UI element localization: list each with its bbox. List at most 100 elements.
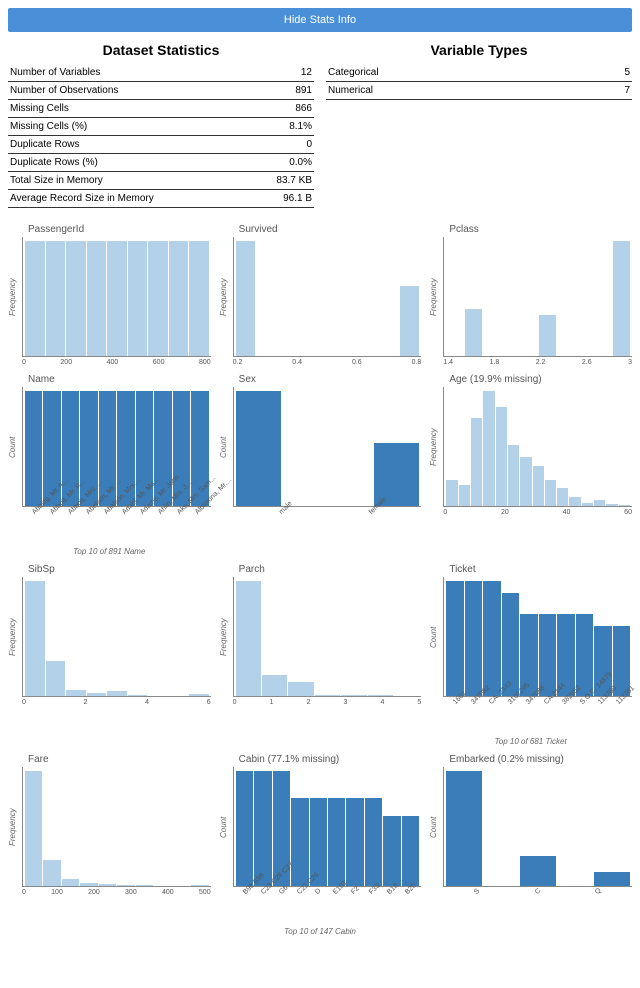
chart-xaxis: 0.20.40.60.8 — [219, 359, 422, 366]
chart-bar — [483, 391, 494, 506]
xtick-label: 6 — [207, 699, 211, 706]
chart-bar — [315, 695, 340, 696]
chart-plot — [443, 237, 632, 357]
chart-ylabel: Frequency — [219, 237, 233, 357]
chart-bar — [107, 241, 127, 356]
chart-cell: PclassFrequency1.41.82.22.63 — [429, 224, 632, 366]
xtick-label: Albimona, Mr.... — [194, 511, 221, 538]
xtick-label: 100 — [51, 889, 63, 896]
chart-bar — [128, 241, 148, 356]
chart-bar — [613, 241, 630, 356]
chart-caption: Top 10 of 147 Cabin — [219, 927, 422, 936]
stat-value: 83.7 KB — [249, 172, 314, 190]
xtick-label: 600 — [153, 359, 165, 366]
chart-bar — [262, 675, 287, 696]
chart-bar — [25, 241, 45, 356]
chart-title: Survived — [219, 224, 422, 235]
chart-box: Count — [429, 767, 632, 887]
chart-bar — [128, 695, 148, 696]
chart-bar — [236, 241, 256, 356]
chart-bar — [619, 505, 630, 506]
chart-title: Sex — [219, 374, 422, 385]
chart-plot — [233, 387, 422, 507]
xtick-label: 0.4 — [292, 359, 302, 366]
chart-cell: SexCountmalefemale — [219, 374, 422, 556]
xtick-label: 0 — [22, 699, 26, 706]
chart-bar — [471, 418, 482, 506]
chart-ylabel: Frequency — [429, 237, 443, 357]
chart-title: Embarked (0.2% missing) — [429, 754, 632, 765]
chart-xaxis: 0204060 — [429, 509, 632, 516]
chart-bar — [594, 872, 630, 886]
chart-box: Frequency — [8, 577, 211, 697]
stat-value: 8.1% — [249, 118, 314, 136]
table-row: Number of Observations891 — [8, 82, 314, 100]
chart-bar — [236, 771, 253, 886]
stat-label: Total Size in Memory — [8, 172, 249, 190]
table-row: Missing Cells866 — [8, 100, 314, 118]
xtick-label: female — [368, 511, 395, 538]
xtick-label: S — [473, 891, 500, 918]
chart-title: SibSp — [8, 564, 211, 575]
chart-bar — [459, 485, 470, 506]
xtick-label: B20 — [404, 891, 431, 918]
chart-ylabel: Frequency — [429, 387, 443, 507]
xtick-label: 400 — [107, 359, 119, 366]
stat-value: 891 — [249, 82, 314, 100]
xtick-label: 5 — [417, 699, 421, 706]
chart-bar — [341, 695, 366, 696]
chart-bar — [446, 581, 463, 696]
chart-bar — [189, 694, 209, 696]
dataset-stats-col: Dataset Statistics Number of Variables12… — [8, 42, 314, 208]
chart-bar — [402, 816, 419, 886]
chart-ylabel: Frequency — [8, 237, 22, 357]
table-row: Total Size in Memory83.7 KB — [8, 172, 314, 190]
chart-title: Fare — [8, 754, 211, 765]
chart-cell: SibSpFrequency0246 — [8, 564, 211, 746]
chart-caption: Top 10 of 891 Name — [8, 547, 211, 556]
xtick-label: 1 — [270, 699, 274, 706]
stat-label: Categorical — [326, 64, 586, 82]
xtick-label: 0 — [443, 509, 447, 516]
chart-xaxis: malefemale — [219, 509, 422, 547]
chart-bar — [25, 391, 42, 506]
stat-label: Average Record Size in Memory — [8, 190, 249, 208]
stats-section: Dataset Statistics Number of Variables12… — [8, 42, 632, 208]
chart-bar — [25, 771, 42, 886]
dataset-stats-title: Dataset Statistics — [8, 42, 314, 58]
vartypes-title: Variable Types — [326, 42, 632, 58]
chart-bar — [328, 798, 345, 886]
chart-plot — [443, 387, 632, 507]
chart-cell: Cabin (77.1% missing)CountB96 B98C23 C25… — [219, 754, 422, 936]
chart-caption: Top 10 of 681 Ticket — [429, 737, 632, 746]
chart-title: Name — [8, 374, 211, 385]
chart-xaxis: 0246 — [8, 699, 211, 706]
chart-ylabel: Frequency — [8, 767, 22, 887]
xtick-label: 0.6 — [352, 359, 362, 366]
chart-bar — [254, 771, 271, 886]
chart-box: Count — [219, 767, 422, 887]
chart-bar — [46, 241, 66, 356]
xtick-label: 200 — [88, 889, 100, 896]
chart-ylabel: Count — [8, 387, 22, 507]
xtick-label: 2 — [84, 699, 88, 706]
xtick-label: 0 — [233, 699, 237, 706]
chart-cell: Age (19.9% missing)Frequency0204060 — [429, 374, 632, 556]
hide-stats-button[interactable]: Hide Stats Info — [8, 8, 632, 32]
xtick-label: 40 — [563, 509, 571, 516]
chart-cell: ParchFrequency012345 — [219, 564, 422, 746]
chart-plot — [233, 577, 422, 697]
chart-xaxis: Abbing, Mr. A...Abbott, Mr. R...Abbott, … — [8, 509, 211, 547]
chart-plot — [22, 767, 211, 887]
chart-bar — [400, 286, 420, 356]
xtick-label: 1.8 — [490, 359, 500, 366]
xtick-label: C — [534, 891, 561, 918]
stat-label: Number of Observations — [8, 82, 249, 100]
chart-bar — [99, 884, 116, 886]
xtick-label: 300 — [125, 889, 137, 896]
chart-bar — [368, 695, 393, 696]
stat-label: Numerical — [326, 82, 586, 100]
chart-grid: PassengerIdFrequency0200400600800Survive… — [8, 224, 632, 936]
chart-plot — [233, 767, 422, 887]
chart-plot — [233, 237, 422, 357]
